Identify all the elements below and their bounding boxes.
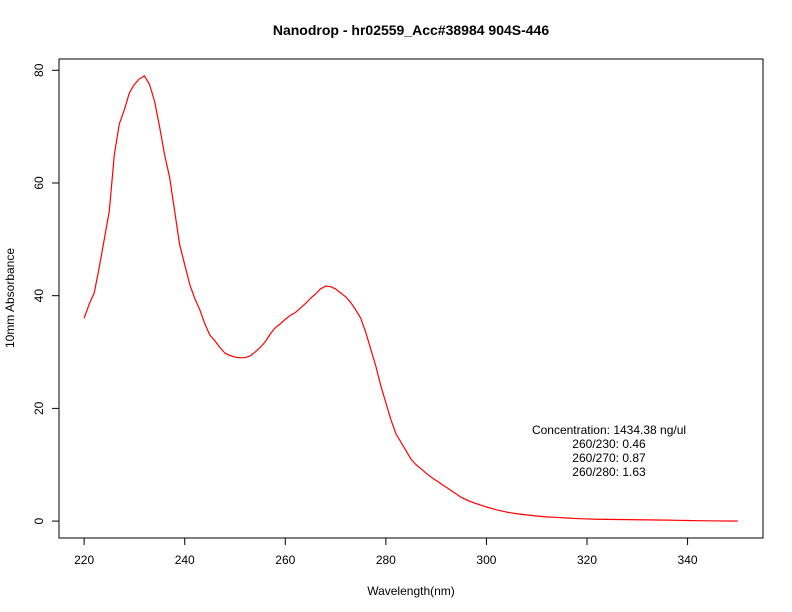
x-tick-label: 340 xyxy=(678,553,698,567)
x-axis: 220 240 260 280 300 320 340 xyxy=(74,537,698,567)
chart-title: Nanodrop - hr02559_Acc#38984 904S-446 xyxy=(273,22,549,38)
series-layer xyxy=(83,75,738,522)
annotation-line: Concentration: 1434.38 ng/ul xyxy=(532,423,686,437)
x-tick-label: 240 xyxy=(175,553,195,567)
plot-frame xyxy=(58,58,764,539)
x-tick-label: 320 xyxy=(577,553,597,567)
x-tick-label: 300 xyxy=(476,553,496,567)
annotation-line: 260/280: 1.63 xyxy=(572,465,646,479)
y-tick-label: 20 xyxy=(32,401,46,415)
annotation-line: 260/270: 0.87 xyxy=(572,451,646,465)
y-tick-label: 60 xyxy=(32,176,46,190)
y-tick-label: 0 xyxy=(32,517,46,524)
x-tick-label: 220 xyxy=(74,553,94,567)
annotation-line: 260/230: 0.46 xyxy=(572,437,646,451)
x-tick-label: 260 xyxy=(275,553,295,567)
y-tick-label: 40 xyxy=(32,289,46,303)
series-line xyxy=(83,75,738,522)
x-axis-label: Wavelength(nm) xyxy=(367,584,455,598)
y-axis-label: 10mm Absorbance xyxy=(3,248,17,348)
y-axis: 0 20 40 60 80 xyxy=(32,63,60,524)
x-tick-label: 280 xyxy=(376,553,396,567)
y-tick-label: 80 xyxy=(32,63,46,77)
